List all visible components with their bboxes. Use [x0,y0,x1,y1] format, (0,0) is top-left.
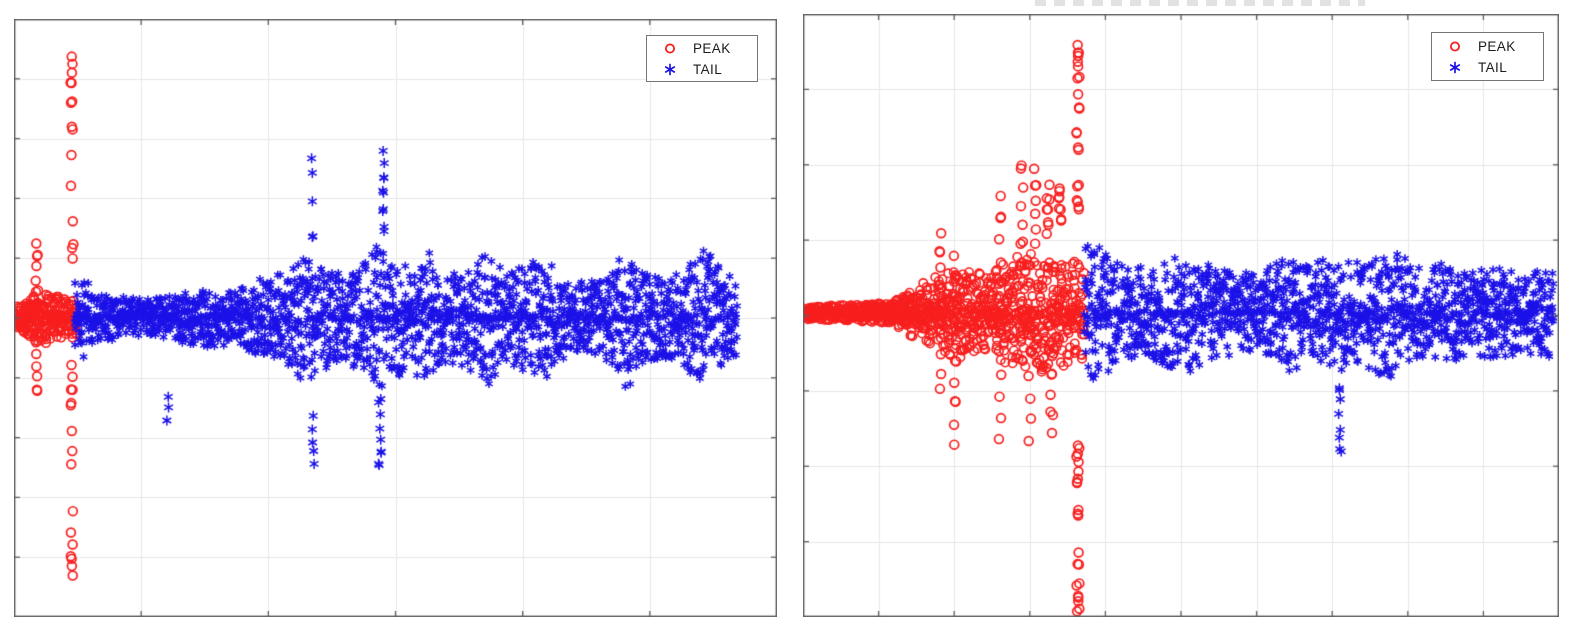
tail-asterisk-icon [1432,60,1478,75]
left-plot-legend: PEAK TAIL [646,35,758,82]
left-plot-canvas [14,19,777,617]
legend-entry-peak: PEAK [647,38,757,59]
right-plot-canvas [803,14,1559,617]
legend-entry-tail: TAIL [647,59,757,80]
peak-circle-icon [647,41,693,56]
tail-asterisk-icon [647,62,693,77]
right-plot-legend: PEAK TAIL [1431,32,1544,81]
legend-label-peak: PEAK [1478,38,1516,54]
legend-label-peak: PEAK [693,40,731,56]
legend-label-tail: TAIL [1478,59,1508,75]
clipped-title-remnant [1035,0,1365,6]
legend-entry-peak: PEAK [1432,36,1543,57]
legend-entry-tail: TAIL [1432,57,1543,78]
peak-circle-icon [1432,39,1478,54]
legend-label-tail: TAIL [693,61,723,77]
